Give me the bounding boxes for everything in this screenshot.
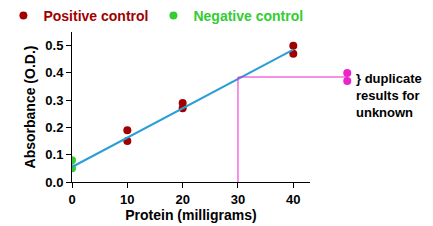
svg-text:0.0: 0.0 — [45, 175, 63, 190]
svg-text:0.5: 0.5 — [45, 38, 63, 53]
svg-text:30: 30 — [231, 192, 245, 207]
svg-text:Absorbance (O.D.): Absorbance (O.D.) — [22, 46, 38, 169]
svg-text:Positive control: Positive control — [43, 8, 148, 24]
svg-text:0.1: 0.1 — [45, 147, 63, 162]
svg-text:0.4: 0.4 — [45, 65, 64, 80]
svg-text:0: 0 — [68, 192, 75, 207]
svg-text:0.2: 0.2 — [45, 120, 63, 135]
svg-text:Protein (milligrams): Protein (milligrams) — [125, 207, 256, 223]
svg-text:Negative control: Negative control — [193, 8, 303, 24]
svg-text:20: 20 — [175, 192, 189, 207]
svg-text:0.3: 0.3 — [45, 93, 63, 108]
svg-text:10: 10 — [120, 192, 134, 207]
svg-text:40: 40 — [286, 192, 300, 207]
svg-text:} duplicateresults forunknown: } duplicateresults forunknown — [356, 71, 422, 120]
